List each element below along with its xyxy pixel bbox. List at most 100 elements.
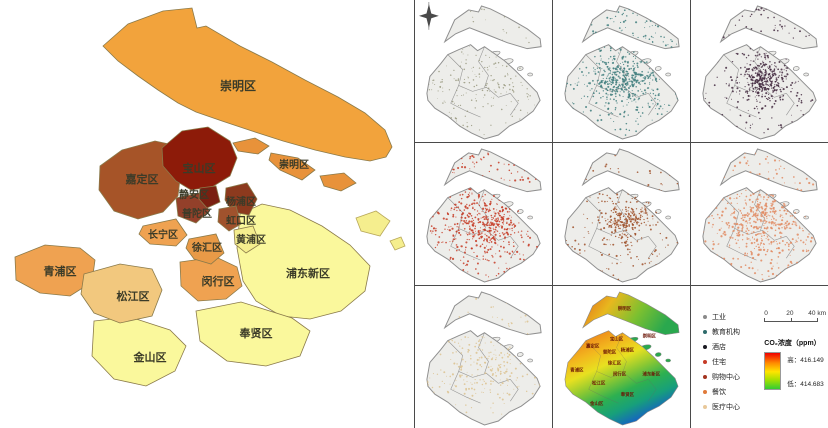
interp-district-label: 普陀区 [603, 349, 617, 356]
district-boundary-line [510, 93, 519, 116]
island-shape [355, 210, 391, 237]
district-minhang [179, 256, 243, 302]
interp-district-label: 嘉定区 [585, 343, 600, 350]
islet-outline [527, 358, 533, 363]
interp-district-label: 青浦区 [570, 366, 584, 373]
district-boundary-line [472, 87, 511, 98]
mainland-outline [426, 44, 541, 140]
co2-high-value: 高：416.149 [787, 357, 824, 364]
district-boundary-line [585, 340, 611, 378]
legend-item-label: 住宅 [712, 359, 726, 366]
district-label-yangpu: 杨浦区 [226, 195, 256, 208]
interp-district-label: 杨浦区 [621, 347, 635, 354]
district-boundary-line [786, 236, 795, 259]
interp-district-label: 宝山区 [610, 336, 624, 343]
islet-outline [527, 215, 533, 220]
district-boundary-line [616, 332, 627, 374]
map-cell-medical-center [415, 286, 552, 428]
district-shapes [14, 7, 406, 387]
district-islands [319, 172, 357, 192]
interp-district-label: 徐汇区 [607, 359, 622, 366]
district-boundary-line [588, 371, 619, 404]
compass-north-icon [418, 2, 439, 30]
map-cell-residence [415, 143, 552, 285]
district-jiading [98, 140, 183, 220]
legend-item: 工业 [703, 312, 756, 322]
co2-islet-surface [655, 352, 662, 357]
legend-item-label: 酒店 [712, 344, 726, 351]
district-boundary-line [510, 379, 519, 402]
district-boundary-line [450, 85, 481, 118]
scale-bar-line [764, 318, 819, 322]
district-islands [232, 137, 270, 155]
district-boundary-line [748, 87, 787, 98]
scale-tick: 20 [786, 310, 794, 317]
scale-tick: 0 [764, 310, 768, 317]
district-boundary-line [447, 340, 473, 378]
district-boundary-line [648, 93, 657, 116]
district-pudong [236, 203, 371, 320]
co2-legend-body: 高：416.149 低：414.683 [764, 352, 826, 390]
legend-item: 医疗中心 [703, 402, 756, 412]
legend-cell: 工业 教育机构 酒店 住宅 购物中心 餐饮 医疗中心 0 20 40 km CO₂浓度（pp… [691, 286, 828, 428]
district-changning [138, 218, 188, 247]
map-cell-industry [415, 0, 552, 142]
scale-unit: km [817, 310, 826, 317]
district-boundary-line [588, 85, 619, 118]
mainland-outline [702, 187, 817, 283]
district-label-jinshan: 金山区 [133, 350, 167, 364]
district-boundary-line [478, 332, 489, 374]
district-label-changning: 长宁区 [148, 228, 178, 241]
legend-dot-icon [703, 375, 707, 379]
district-boundary-line [610, 373, 649, 384]
island-outline [443, 291, 542, 336]
district-boundary-line [447, 54, 473, 92]
district-boundary-line [478, 46, 489, 88]
map-cell-dining [691, 143, 828, 285]
district-hongkou [217, 205, 242, 232]
district-label-qingpu: 青浦区 [44, 264, 77, 278]
mainland-outline [702, 44, 817, 140]
district-jinshan [91, 316, 187, 387]
island-outline [581, 148, 680, 193]
legend-item-label: 购物中心 [712, 374, 740, 381]
district-label-putuo: 普陀区 [182, 207, 212, 220]
district-baoshan [161, 126, 238, 191]
district-label-jiading: 嘉定区 [125, 172, 159, 186]
district-label-huangpu: 黄浦区 [236, 233, 266, 246]
interp-district-label: 崇明区 [643, 333, 657, 340]
island-outline [581, 5, 680, 50]
scatter-map-residence [426, 148, 542, 283]
district-label-islands: 崇明区 [279, 158, 309, 171]
legend-item: 住宅 [703, 357, 756, 367]
legend-item: 酒店 [703, 342, 756, 352]
district-boundary-line [610, 87, 649, 98]
legend-item-label: 工业 [712, 314, 726, 321]
legend-item: 餐饮 [703, 387, 756, 397]
islet-outline [654, 66, 662, 71]
district-songjiang [80, 263, 163, 324]
island-outline [443, 148, 542, 193]
shanghai-choropleth-pane: 崇明区 崇明区 浦东新区 奉贤区 金山区 青浦区 松江区 闵行区 长宁区 徐汇区 黄浦区 嘉定区 宝山区… [14, 7, 406, 387]
co2-island-surface [582, 291, 680, 335]
scatter-map-medical-center [426, 291, 542, 426]
co2-gradient-bar [764, 352, 782, 390]
mainland-outline [564, 187, 679, 283]
islet-outline [665, 72, 671, 77]
district-jingan [198, 185, 221, 209]
district-label-xuhui: 徐汇区 [191, 241, 222, 254]
islet-outline [792, 209, 800, 214]
district-boundary-line [472, 373, 511, 384]
district-label-fengxian: 奉贤区 [239, 326, 273, 340]
district-labels: 崇明区崇明区浦东新区奉贤区金山区青浦区松江区闵行区长宁区徐汇区黄浦区嘉定区宝山区… [44, 78, 331, 364]
district-boundary-line [754, 46, 765, 88]
district-label-minhang: 闵行区 [202, 274, 235, 288]
district-label-songjiang: 松江区 [117, 289, 150, 303]
district-boundary-line [648, 236, 657, 259]
district-boundary-line [450, 371, 481, 404]
district-boundary-line [648, 379, 657, 402]
scatter-map-hotel [702, 5, 818, 140]
legend-dot-icon [703, 390, 707, 394]
co2-low-value: 低：414.683 [787, 381, 824, 388]
